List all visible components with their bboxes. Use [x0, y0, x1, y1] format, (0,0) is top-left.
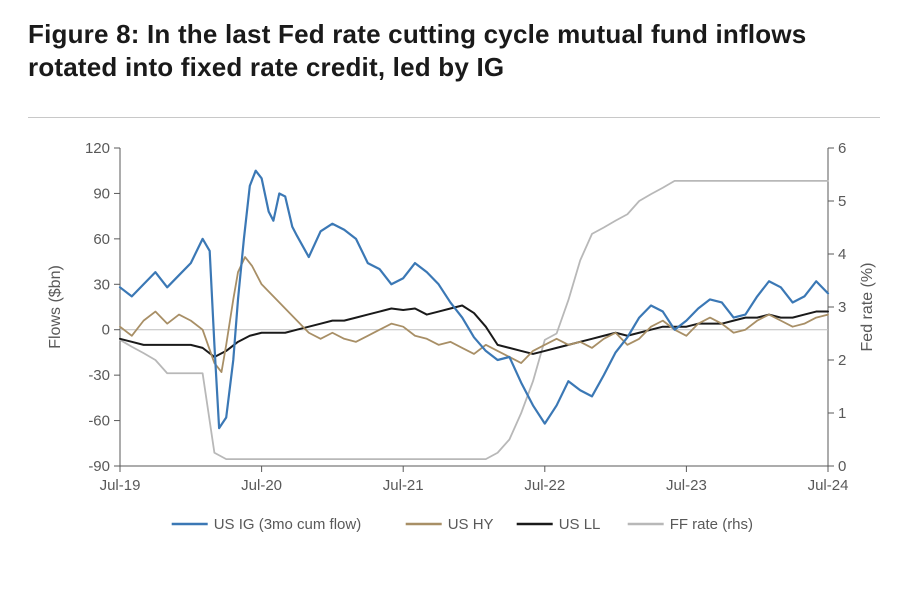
svg-text:60: 60	[93, 231, 110, 248]
svg-text:Jul-20: Jul-20	[241, 477, 282, 494]
svg-text:-60: -60	[88, 413, 110, 430]
svg-text:1: 1	[838, 405, 846, 422]
svg-text:5: 5	[838, 193, 846, 210]
svg-text:Jul-21: Jul-21	[383, 477, 424, 494]
series-us_ig	[120, 171, 828, 428]
legend-label-us_ll: US LL	[559, 516, 601, 533]
svg-text:Jul-24: Jul-24	[808, 477, 849, 494]
legend-label-ff_rate: FF rate (rhs)	[670, 516, 753, 533]
svg-text:0: 0	[102, 322, 110, 339]
chart: -90 -60 -30 0 30 60 90 120 0 1 2 3 4 5 6 Jul-19 Jul-20 Ju…	[28, 136, 880, 546]
svg-text:0: 0	[838, 458, 846, 475]
divider	[28, 117, 880, 118]
svg-text:Fed rate (%): Fed rate (%)	[859, 263, 876, 352]
svg-text:Jul-19: Jul-19	[100, 477, 141, 494]
figure-title: Figure 8: In the last Fed rate cutting c…	[28, 18, 880, 83]
svg-text:Flows ($bn): Flows ($bn)	[47, 265, 64, 349]
svg-text:30: 30	[93, 276, 110, 293]
svg-text:6: 6	[838, 140, 846, 157]
svg-text:4: 4	[838, 246, 846, 263]
svg-text:-90: -90	[88, 458, 110, 475]
legend-label-us_hy: US HY	[448, 516, 494, 533]
svg-text:90: 90	[93, 185, 110, 202]
svg-text:3: 3	[838, 299, 846, 316]
legend-label-us_ig: US IG (3mo cum flow)	[214, 516, 362, 533]
svg-text:120: 120	[85, 140, 110, 157]
svg-text:Jul-23: Jul-23	[666, 477, 707, 494]
figure-container: Figure 8: In the last Fed rate cutting c…	[0, 0, 908, 606]
svg-text:-30: -30	[88, 367, 110, 384]
svg-text:Jul-22: Jul-22	[524, 477, 565, 494]
chart-svg: -90 -60 -30 0 30 60 90 120 0 1 2 3 4 5 6 Jul-19 Jul-20 Ju…	[28, 136, 880, 546]
svg-text:2: 2	[838, 352, 846, 369]
